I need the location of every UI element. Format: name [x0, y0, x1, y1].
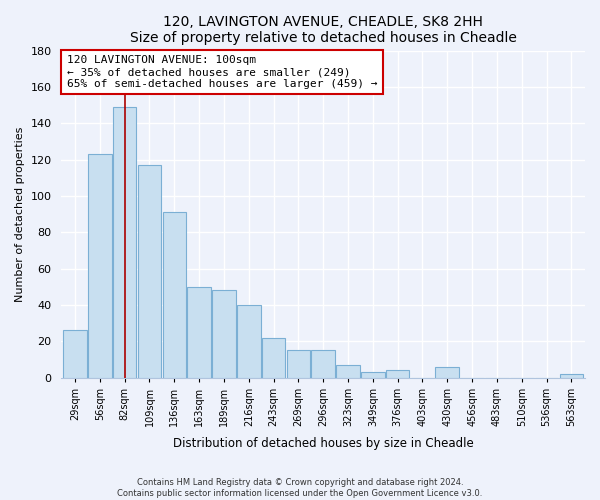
- Bar: [436, 366, 459, 378]
- Bar: [163, 212, 186, 378]
- Bar: [287, 350, 310, 378]
- Bar: [212, 290, 236, 378]
- Bar: [63, 330, 87, 378]
- Bar: [386, 370, 409, 378]
- Title: 120, LAVINGTON AVENUE, CHEADLE, SK8 2HH
Size of property relative to detached ho: 120, LAVINGTON AVENUE, CHEADLE, SK8 2HH …: [130, 15, 517, 45]
- Bar: [187, 287, 211, 378]
- Bar: [361, 372, 385, 378]
- Bar: [560, 374, 583, 378]
- Bar: [113, 107, 136, 378]
- Bar: [237, 305, 260, 378]
- Bar: [311, 350, 335, 378]
- Y-axis label: Number of detached properties: Number of detached properties: [15, 126, 25, 302]
- Bar: [262, 338, 286, 378]
- X-axis label: Distribution of detached houses by size in Cheadle: Distribution of detached houses by size …: [173, 437, 473, 450]
- Bar: [138, 165, 161, 378]
- Text: 120 LAVINGTON AVENUE: 100sqm
← 35% of detached houses are smaller (249)
65% of s: 120 LAVINGTON AVENUE: 100sqm ← 35% of de…: [67, 56, 377, 88]
- Bar: [88, 154, 112, 378]
- Bar: [336, 365, 360, 378]
- Text: Contains HM Land Registry data © Crown copyright and database right 2024.
Contai: Contains HM Land Registry data © Crown c…: [118, 478, 482, 498]
